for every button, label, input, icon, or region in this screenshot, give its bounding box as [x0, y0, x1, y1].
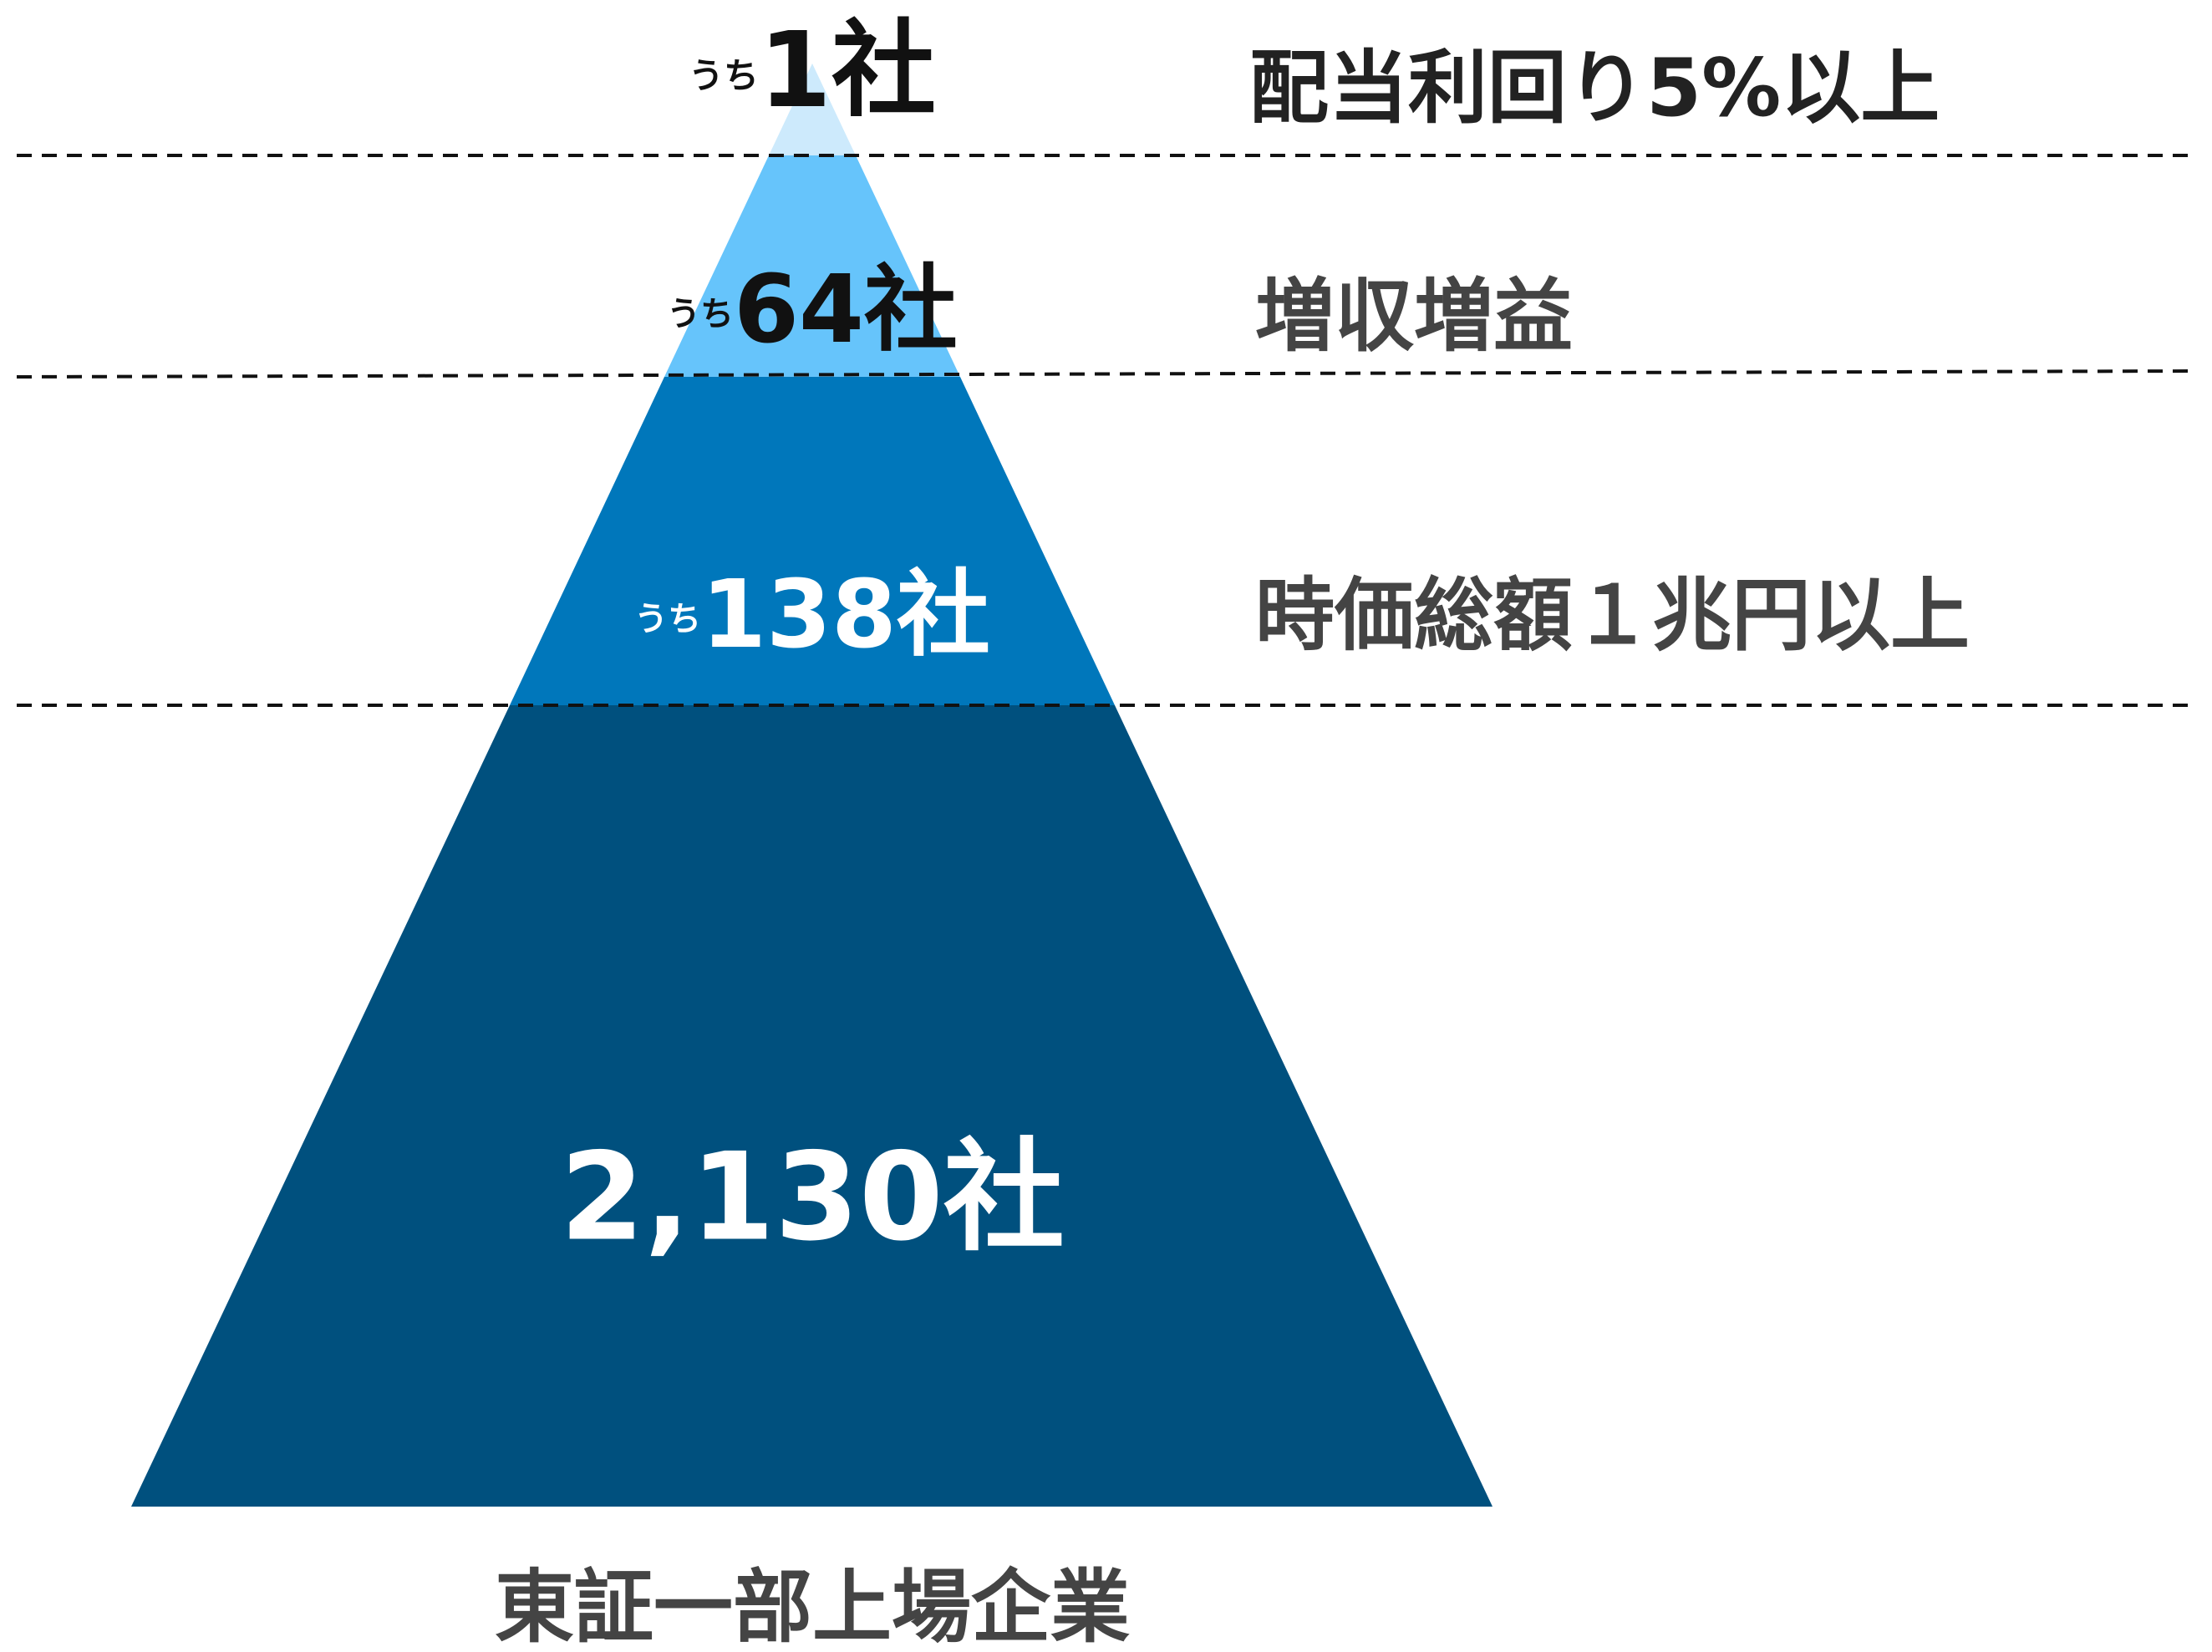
tier-3: [510, 377, 1115, 705]
prefix: うち: [634, 600, 701, 638]
tier-2: [664, 155, 960, 377]
tier-1: [769, 64, 856, 155]
base-count: 2,130社: [560, 1127, 1065, 1268]
divider: [16, 369, 2196, 379]
tier-label: 配当利回り5%以上: [1249, 43, 1940, 135]
prefix: うち: [667, 295, 734, 333]
tier-count: うち1社: [689, 10, 936, 131]
prefix: うち: [689, 55, 759, 96]
caption: 東証一部上場企業: [495, 1562, 1130, 1652]
count: 138社: [701, 561, 990, 669]
tier-label: 時価総額１兆円以上: [1255, 570, 1970, 662]
count: 1社: [759, 10, 936, 131]
tier-base: [131, 705, 1492, 1507]
tier-label: 増収増益: [1255, 271, 1573, 363]
tier-count: うち138社: [634, 561, 990, 669]
count: 64社: [734, 256, 958, 364]
tier-count: うち64社: [667, 256, 958, 364]
